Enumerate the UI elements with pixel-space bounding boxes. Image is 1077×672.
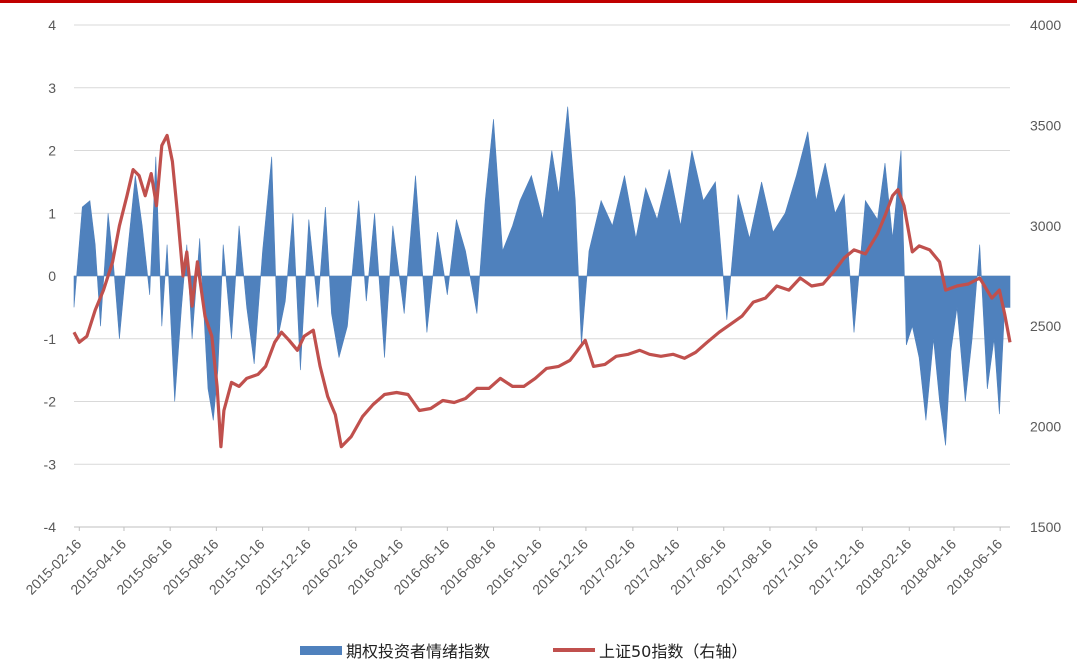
sentiment-area-series — [73, 106, 1011, 446]
sse50-line — [72, 133, 1012, 449]
left-y-tick-label: -1 — [44, 331, 57, 347]
left-y-tick-label: -4 — [44, 519, 57, 535]
left-y-tick-label: 2 — [48, 143, 56, 159]
right-y-tick-label: 1500 — [1030, 519, 1061, 535]
left-y-tick-label: 1 — [48, 205, 56, 221]
left-y-axis: -4 -3 -2 -1 0 1 2 3 4 — [44, 17, 57, 535]
sentiment-area — [73, 106, 1011, 446]
top-border — [0, 0, 1077, 3]
legend-swatch-sse50 — [553, 648, 595, 652]
sse50-line-series — [72, 133, 1012, 449]
legend-swatch-sentiment — [300, 645, 342, 655]
left-y-tick-label: 3 — [48, 80, 56, 96]
right-y-axis: 1500 2000 2500 3000 3500 4000 — [1030, 17, 1061, 535]
right-y-tick-label: 4000 — [1030, 17, 1061, 33]
legend-label-sentiment: 期权投资者情绪指数 — [346, 642, 491, 661]
right-y-tick-label: 3500 — [1030, 117, 1061, 133]
left-y-tick-label: 4 — [48, 17, 56, 33]
left-y-tick-label: 0 — [48, 268, 56, 284]
left-y-tick-label: -2 — [44, 394, 57, 410]
legend-label-sse50: 上证50指数（右轴） — [599, 642, 748, 661]
right-y-tick-label: 2500 — [1030, 318, 1061, 334]
legend-item-sentiment: 期权投资者情绪指数 — [300, 638, 490, 662]
right-y-tick-label: 2000 — [1030, 419, 1061, 435]
right-y-tick-label: 3000 — [1030, 218, 1061, 234]
x-axis: 2015-02-162015-04-162015-06-162015-08-16… — [22, 526, 1010, 598]
left-y-tick-label: -3 — [44, 456, 57, 472]
legend-item-sse50: 上证50指数（右轴） — [553, 638, 747, 662]
